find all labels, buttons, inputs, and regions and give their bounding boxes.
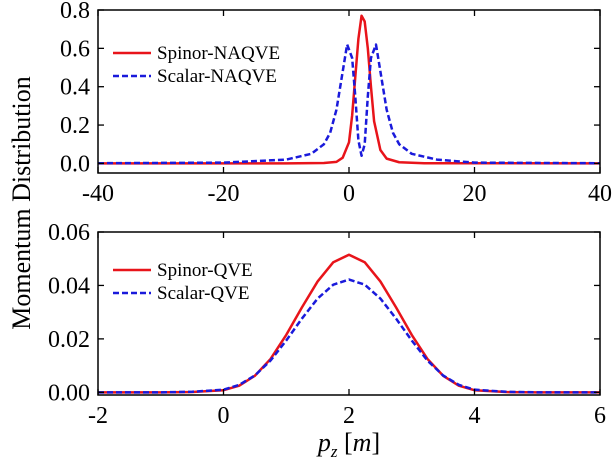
- x-tick-label: 0: [343, 181, 355, 207]
- x-axis-label-base: p: [316, 428, 331, 457]
- x-tick-label: 2: [343, 403, 355, 429]
- x-tick-label: -2: [88, 403, 108, 429]
- x-tick-label: 6: [594, 403, 606, 429]
- y-tick-label: 0.4: [60, 75, 90, 101]
- bottom-panel: -2 0 2 4 6 0.00 0.02 0.04 0.06 Spinor-QVE Scalar…: [48, 220, 606, 429]
- x-tick-label: 40: [588, 181, 612, 207]
- top-panel-frame: [97, 9, 601, 174]
- series-line-scalar-naqve: [97, 43, 601, 165]
- x-tick-label: -20: [208, 181, 240, 207]
- x-axis-label: pz [m]: [316, 428, 380, 461]
- x-axis-label-subscript: z: [330, 442, 338, 461]
- legend-label-scalar-qve: Scalar-QVE: [157, 283, 249, 304]
- legend-label-spinor-naqve: Spinor-NAQVE: [157, 43, 280, 64]
- x-tick-label: 0: [218, 403, 230, 429]
- legend-label-scalar-naqve: Scalar-NAQVE: [157, 66, 277, 87]
- y-axis-label: Momentum Distribution: [7, 76, 36, 330]
- y-tick-label: 0.6: [60, 36, 90, 62]
- top-panel-legend: Spinor-NAQVE Scalar-NAQVE: [113, 43, 280, 87]
- bottom-panel-series: [98, 253, 600, 394]
- bottom-panel-legend: Spinor-QVE Scalar-QVE: [113, 260, 253, 304]
- series-line-scalar-qve: [98, 278, 600, 394]
- x-tick-label: 4: [469, 403, 481, 429]
- x-tick-label: 20: [463, 181, 487, 207]
- y-tick-label: 0.2: [60, 113, 90, 139]
- y-tick-label: 0.02: [48, 327, 90, 353]
- y-tick-label: 0.04: [48, 273, 90, 299]
- top-panel-ticks: -40 -20 0 20 40 0.0 0.2 0.4 0.6 0.8: [60, 0, 612, 207]
- y-tick-label: 0.0: [60, 151, 90, 177]
- bottom-panel-ticks: -2 0 2 4 6 0.00 0.02 0.04 0.06: [48, 220, 606, 429]
- y-tick-label: 0.8: [60, 0, 90, 24]
- series-line-spinor-naqve: [98, 14, 601, 165]
- legend-label-spinor-qve: Spinor-QVE: [157, 260, 253, 281]
- x-axis-label-unit-close: ]: [371, 428, 380, 457]
- x-tick-label: -40: [82, 181, 114, 207]
- top-panel-series: [97, 14, 601, 165]
- bottom-panel-frame: [97, 231, 601, 396]
- x-axis-label-unit-open: [: [338, 428, 353, 457]
- y-tick-label: 0.00: [48, 380, 90, 406]
- top-panel: -40 -20 0 20 40 0.0 0.2 0.4 0.6 0.8 Spinor-NAQVE …: [60, 0, 612, 207]
- x-axis-label-unit: m: [353, 428, 372, 457]
- y-tick-label: 0.06: [48, 220, 90, 246]
